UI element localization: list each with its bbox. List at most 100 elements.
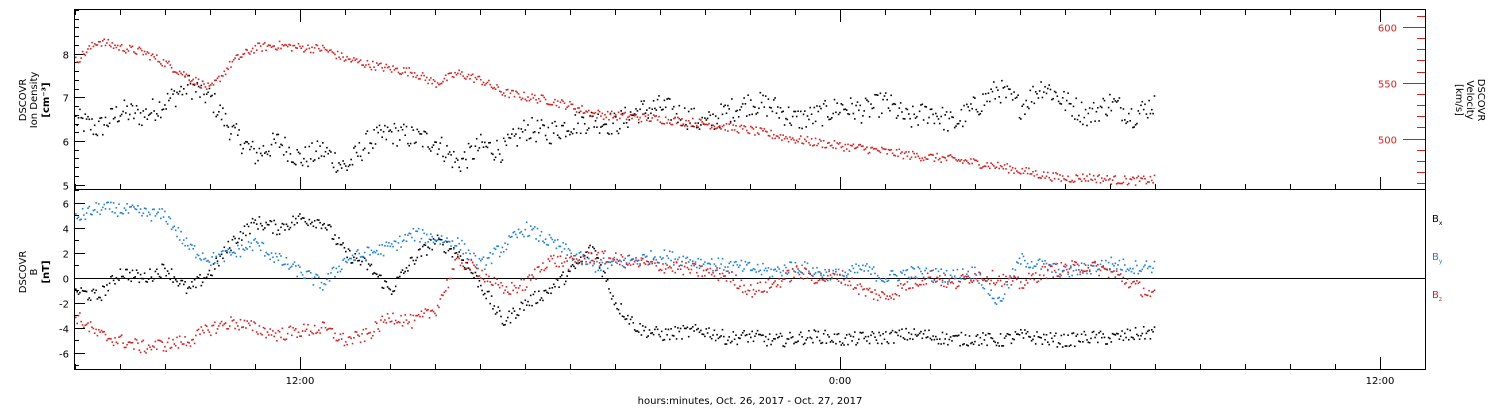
data-point-Bx [986,344,988,347]
data-point-By [673,264,675,266]
data-point-Bz [1124,283,1126,285]
data-point-Bx [528,304,531,307]
data-point-By [1129,267,1131,270]
data-point-Bz [497,284,500,286]
data-point-By [701,265,703,267]
data-point-Bx [130,280,132,283]
data-point-Bz [409,313,412,316]
data-point-velocity [243,52,246,55]
data-point-Bz [681,260,683,263]
data-point-Bx [768,333,771,335]
data-point-Bz [724,275,726,277]
data-point-density [608,133,610,135]
data-point-Bx [1005,335,1007,337]
data-point-Bx [859,331,861,334]
data-point-Bz [380,319,382,321]
data-point-Bx [502,324,505,326]
data-point-density [839,111,841,114]
data-point-Bx [586,256,589,259]
data-point-Bz [273,335,275,338]
data-point-velocity [223,70,226,73]
data-point-By [411,236,413,239]
data-point-Bz [220,320,223,323]
data-point-density [712,113,714,115]
data-point-velocity [490,86,493,88]
data-point-density [675,113,678,115]
data-point-Bx [76,291,78,293]
data-point-By [204,257,207,260]
data-point-By [288,268,290,270]
data-point-density [909,117,911,120]
data-point-Bx [750,336,752,339]
data-point-Bx [297,215,300,217]
data-point-Bx [851,340,853,342]
data-point-density [806,115,809,117]
data-point-Bz [1118,274,1121,276]
data-point-Bx [758,333,760,336]
data-point-density [403,123,405,126]
data-point-Bx [1084,334,1087,336]
data-point-Bz [467,258,470,261]
data-point-velocity [579,110,582,112]
data-point-Bx [527,300,529,303]
data-point-density [724,104,726,107]
data-point-Bx [741,332,744,334]
data-point-By [1068,275,1071,278]
data-point-Bx [313,220,316,222]
data-point-velocity [797,140,799,143]
data-point-density [654,107,656,110]
data-point-velocity [259,45,262,47]
data-point-By [210,264,212,267]
data-point-density [246,141,248,143]
data-point-velocity [650,120,652,122]
data-point-density [137,108,139,111]
data-point-velocity [1121,182,1123,185]
data-point-Bz [141,340,143,343]
data-point-density [991,90,994,93]
data-point-velocity [883,148,886,150]
data-point-density [1075,97,1077,100]
data-point-velocity [246,49,248,51]
data-point-By [207,259,209,262]
data-point-Bz [104,333,107,336]
data-point-By [538,240,540,242]
data-point-Bz [625,263,628,265]
data-point-Bx [606,278,609,281]
data-point-density [716,122,718,125]
data-point-By [1117,264,1119,266]
data-point-velocity [1115,183,1118,185]
data-point-velocity [891,152,894,155]
data-point-Bx [366,268,369,271]
data-point-density [431,146,433,149]
data-point-density [774,97,776,99]
data-point-Bz [228,325,231,327]
data-point-Bz [1029,278,1032,280]
data-point-Bx [856,342,859,344]
data-point-density [808,118,810,121]
data-point-By [879,278,882,280]
data-point-velocity [135,53,138,55]
data-point-Bx [1101,336,1103,339]
data-point-density [673,105,675,108]
data-point-By [482,256,485,258]
data-point-density [212,111,215,114]
data-point-By [451,240,454,242]
data-point-velocity [937,158,940,161]
data-point-Bz [598,262,601,264]
data-point-density [939,122,941,125]
data-point-Bx [914,333,917,336]
data-point-Bz [401,325,404,327]
data-point-Bx [831,339,833,342]
data-point-Bz [648,263,651,265]
data-point-density [1043,91,1045,93]
data-point-Bz [1006,281,1009,283]
data-point-By [650,250,652,252]
data-point-density [1153,95,1156,97]
data-point-density [644,112,647,114]
data-point-Bx [1045,334,1048,336]
data-point-Bz [448,277,451,280]
data-point-Bx [316,219,319,221]
data-point-Bz [791,268,794,270]
data-point-By [173,225,176,228]
data-point-density [868,116,871,118]
